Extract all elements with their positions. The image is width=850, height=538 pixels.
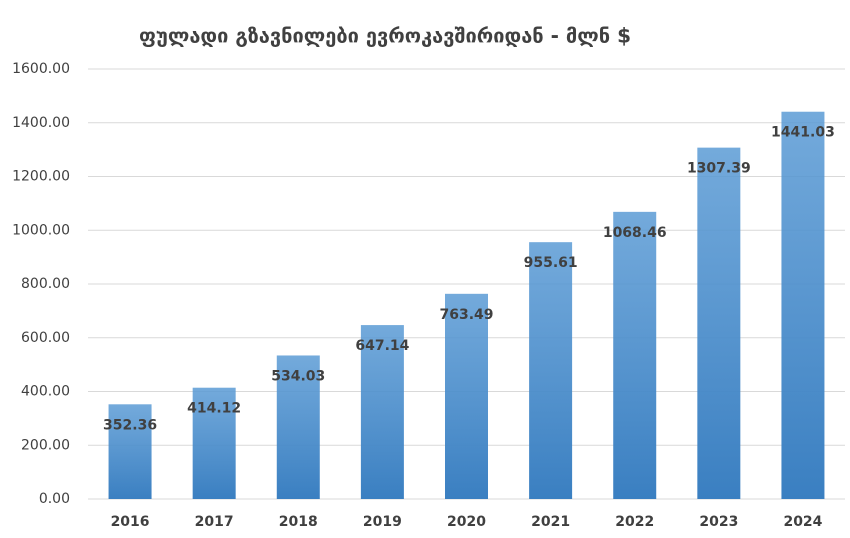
bar [613,211,657,499]
x-tick-label: 2021 [531,514,570,530]
bar [781,111,825,499]
bar [697,147,741,500]
x-tick-label: 2023 [699,514,738,530]
bar [192,387,236,499]
x-tick-label: 2022 [615,514,654,530]
data-label: 1068.46 [603,225,667,241]
bar [360,325,404,499]
data-label: 647.14 [355,338,409,354]
chart-title: ფულადი გზავნილები ევროკავშირიდან - მლნ $ [139,24,631,48]
data-label: 414.12 [187,401,241,417]
y-tick-label: 400.00 [21,384,70,400]
x-tick-label: 2019 [363,514,402,530]
x-tick-label: 2017 [195,514,234,530]
data-label: 1307.39 [687,161,751,177]
y-tick-label: 1200.00 [12,169,70,185]
data-label: 1441.03 [771,125,835,141]
y-tick-label: 1400.00 [12,115,70,131]
data-label: 955.61 [524,255,578,271]
y-tick-label: 800.00 [21,276,70,292]
y-tick-label: 600.00 [21,330,70,346]
y-tick-label: 0.00 [39,491,70,507]
bar [529,242,573,499]
bar [108,404,152,499]
data-label: 763.49 [439,307,493,323]
x-tick-label: 2020 [447,514,486,530]
y-tick-label: 1000.00 [12,222,70,238]
x-tick-label: 2024 [783,514,822,530]
bar [276,355,320,499]
x-tick-label: 2018 [279,514,318,530]
y-tick-label: 1600.00 [12,61,70,77]
x-tick-label: 2016 [111,514,150,530]
bar [445,293,488,499]
data-label: 352.36 [103,417,157,433]
y-tick-label: 200.00 [21,437,70,453]
data-label: 534.03 [271,368,325,384]
